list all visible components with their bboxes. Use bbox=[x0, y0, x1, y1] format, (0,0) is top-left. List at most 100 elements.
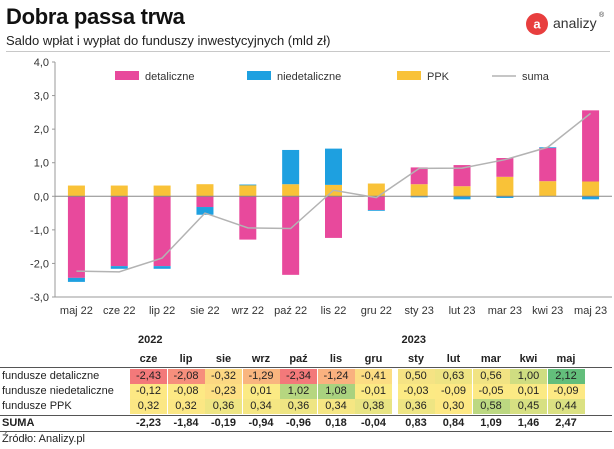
table-cell: -0,01 bbox=[355, 384, 392, 399]
x-tick-label: gru 22 bbox=[361, 305, 392, 317]
table-cell: 0,50 bbox=[397, 369, 435, 384]
table-cell: -0,05 bbox=[472, 384, 510, 399]
y-tick-label: 4,0 bbox=[34, 57, 49, 69]
x-tick-label: wrz 22 bbox=[231, 305, 264, 317]
table-cell: 0,36 bbox=[397, 399, 435, 414]
y-tick-label: 2,0 bbox=[34, 124, 49, 136]
month-header: lis bbox=[329, 353, 343, 365]
table-cell: 0,45 bbox=[510, 399, 547, 414]
table-row: fundusze detaliczne -2,43 -2,08 -0,32 -1,29-… bbox=[0, 369, 612, 384]
table-cell: 0,36 bbox=[280, 399, 317, 414]
bar-niedetaliczne bbox=[496, 196, 514, 198]
x-tick-label: sty 23 bbox=[405, 305, 434, 317]
bar-ppk bbox=[367, 183, 385, 197]
bar-niedetaliczne bbox=[196, 207, 214, 215]
year-label: 2023 bbox=[401, 334, 426, 346]
sum-cell: 1,46 bbox=[517, 417, 540, 429]
chart-title: Dobra passa trwa bbox=[6, 4, 185, 29]
analizy-logo-icon: a bbox=[526, 13, 548, 35]
bar-detaliczne bbox=[196, 196, 214, 208]
row-label: SUMA bbox=[2, 417, 35, 429]
month-header: sie bbox=[215, 353, 232, 365]
bar-chart: -3,0 -2,0 -1,0 0,0 1,0 2,0 3,0 4,0 maj 22 cze 22 l… bbox=[30, 57, 612, 317]
y-tick-label: 1,0 bbox=[34, 158, 49, 170]
data-table: 2022 2023 cze lip sie wrz paź lis gru sty lut mar kw… bbox=[0, 334, 614, 434]
month-header: kwi bbox=[519, 353, 538, 365]
bar-niedetaliczne bbox=[410, 196, 428, 198]
x-tick-label: mar 23 bbox=[488, 305, 522, 317]
table-cell: -2,43 bbox=[130, 369, 167, 384]
table-cell: -0,09 bbox=[547, 384, 585, 399]
bar-ppk bbox=[110, 185, 128, 197]
month-header: lut bbox=[446, 353, 461, 365]
legend-label-ppk: PPK bbox=[427, 71, 450, 83]
table-cell: -0,09 bbox=[435, 384, 472, 399]
table-cell: 0,32 bbox=[167, 399, 205, 414]
bar-ppk bbox=[67, 185, 85, 197]
y-tick-label: -1,0 bbox=[30, 225, 49, 237]
line-suma bbox=[76, 112, 592, 273]
bar-niedetaliczne bbox=[110, 266, 128, 269]
bar-niedetaliczne bbox=[582, 196, 600, 200]
bar-niedetaliczne bbox=[239, 184, 257, 186]
row-label: fundusze detaliczne bbox=[2, 370, 100, 382]
bar-niedetaliczne bbox=[67, 277, 85, 282]
table-cell: 0,34 bbox=[317, 399, 355, 414]
bar-detaliczne bbox=[410, 167, 428, 185]
table-cell: 0,36 bbox=[205, 399, 242, 414]
table-cell: 1,00 bbox=[510, 369, 547, 384]
month-header: cze bbox=[139, 353, 158, 365]
month-header: sty bbox=[408, 353, 424, 365]
bar-ppk bbox=[410, 184, 428, 197]
table-cell: -1,24 bbox=[317, 369, 355, 384]
table-cell: -0,23 bbox=[205, 384, 242, 399]
sum-cell: -2,23 bbox=[135, 417, 162, 429]
month-header: wrz bbox=[251, 353, 271, 365]
sum-cell: 0,83 bbox=[405, 417, 427, 429]
header-divider bbox=[6, 51, 610, 52]
x-tick-label: sie 22 bbox=[190, 305, 219, 317]
bar-ppk bbox=[153, 185, 171, 197]
table-cell: 0,01 bbox=[242, 384, 280, 399]
bar-ppk bbox=[496, 176, 514, 197]
x-tick-label: lip 22 bbox=[149, 305, 175, 317]
table-cell: -0,12 bbox=[130, 384, 167, 399]
sum-cell: -0,19 bbox=[210, 417, 237, 429]
table-cell: 0,34 bbox=[242, 399, 280, 414]
month-header: gru bbox=[364, 353, 383, 365]
bar-ppk bbox=[239, 184, 257, 197]
month-header: maj bbox=[556, 353, 576, 365]
x-tick-label: lis 22 bbox=[321, 305, 347, 317]
svg-text:a: a bbox=[533, 17, 541, 32]
table-cell: 2,12 bbox=[547, 369, 585, 384]
table-cell: 0,44 bbox=[547, 399, 585, 414]
table-header-row: cze lip sie wrz paź lis gru sty lut mar kwi maj bbox=[0, 352, 612, 367]
table-cell: -0,41 bbox=[355, 369, 392, 384]
bar-ppk bbox=[282, 184, 300, 197]
bar-detaliczne bbox=[539, 147, 557, 182]
sum-cell: -0,04 bbox=[360, 417, 387, 429]
table-cell: 0,38 bbox=[355, 399, 392, 414]
bar-detaliczne bbox=[110, 196, 128, 267]
month-header: lip bbox=[179, 353, 193, 365]
y-tick-label: -2,0 bbox=[30, 258, 49, 270]
table-cell: -2,34 bbox=[280, 369, 317, 384]
bar-detaliczne bbox=[153, 196, 171, 267]
bar-detaliczne bbox=[67, 196, 85, 278]
y-tick-label: 3,0 bbox=[34, 91, 49, 103]
brand-registered-mark: ® bbox=[599, 12, 605, 19]
legend-label-suma: suma bbox=[522, 71, 550, 83]
table-cell: 0,63 bbox=[435, 369, 472, 384]
bar-ppk bbox=[582, 181, 600, 197]
x-tick-label: kwi 23 bbox=[532, 305, 563, 317]
table-cell: -1,29 bbox=[242, 369, 280, 384]
bar-ppk bbox=[453, 186, 471, 197]
sum-cell: 2,47 bbox=[555, 417, 577, 429]
table-cell: 1,02 bbox=[280, 384, 317, 399]
table-row: fundusze niedetaliczne -0,12 -0,08 -0,23 0,0… bbox=[0, 384, 612, 399]
row-label: fundusze niedetaliczne bbox=[2, 385, 114, 397]
bar-detaliczne bbox=[239, 196, 257, 240]
bar-detaliczne bbox=[496, 158, 514, 177]
bar-niedetaliczne bbox=[153, 266, 171, 269]
x-tick-label: maj 22 bbox=[60, 305, 93, 317]
